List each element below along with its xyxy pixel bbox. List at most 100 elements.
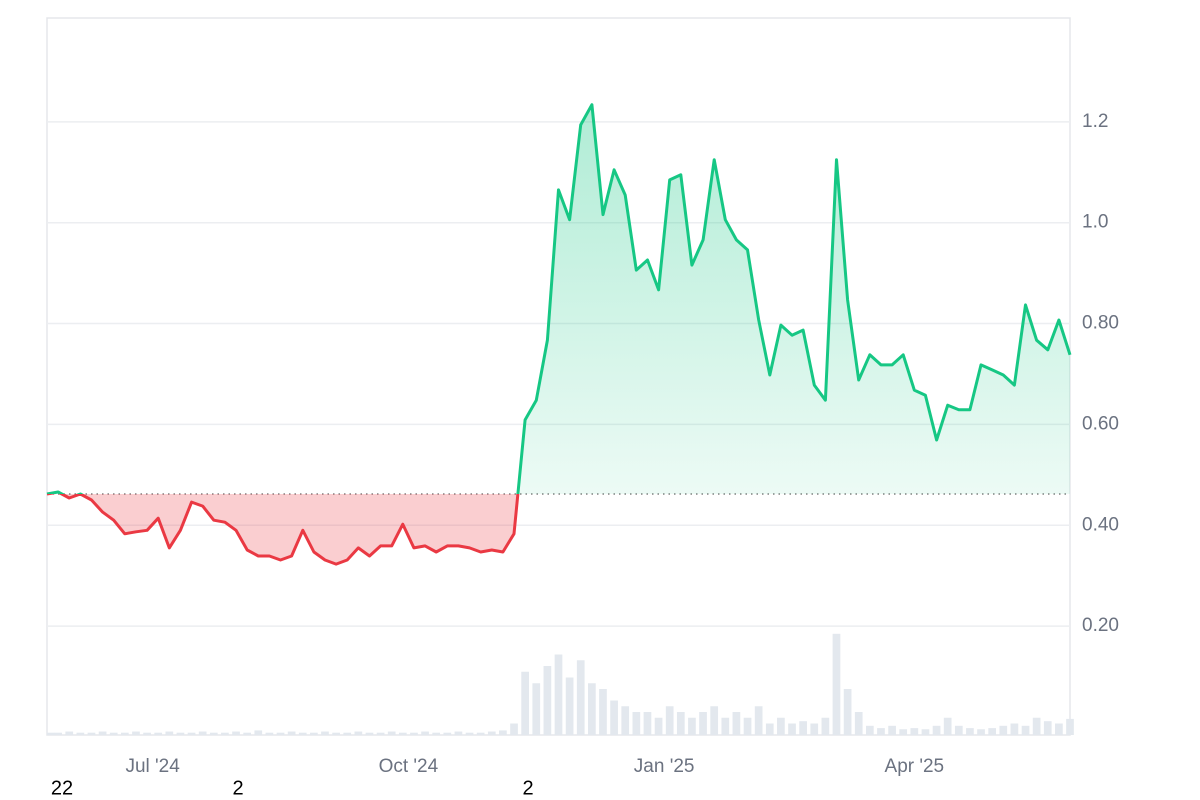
volume-bar	[476, 732, 485, 735]
volume-bar	[1021, 725, 1030, 735]
volume-bar	[521, 671, 529, 735]
volume-bar	[276, 732, 285, 735]
volume-bar	[799, 721, 807, 735]
volume-bar	[321, 731, 329, 735]
volume-bar	[154, 732, 163, 735]
volume-bar	[899, 729, 908, 735]
volume-bar	[54, 732, 62, 735]
volume-bar	[1010, 723, 1019, 735]
volume-bar	[510, 723, 518, 735]
volume-bar	[643, 712, 652, 735]
volume-bar	[499, 730, 507, 735]
y-tick-label: 0.60	[1082, 413, 1119, 434]
volume-bar	[954, 725, 963, 735]
volume-bar	[910, 728, 919, 735]
volume-bar	[265, 732, 274, 735]
volume-bar	[65, 731, 74, 735]
volume-bar	[443, 732, 452, 735]
volume-bar	[788, 723, 796, 735]
volume-bar	[1043, 721, 1052, 735]
volume-bar	[243, 732, 252, 735]
volume-bar	[610, 700, 618, 735]
volume-bar	[87, 732, 96, 735]
y-tick-label: 1.2	[1082, 111, 1108, 132]
volume-bar	[999, 725, 1008, 735]
volume-bar	[98, 731, 107, 735]
y-tick-label: 1.0	[1082, 212, 1108, 233]
volume-bar	[310, 732, 318, 735]
x-tick-label: Jan '25	[634, 756, 695, 777]
volume-bar	[487, 731, 496, 735]
volume-bar	[821, 717, 830, 735]
volume-bar	[543, 666, 552, 735]
volume-bar	[343, 732, 352, 735]
volume-bar	[810, 723, 819, 735]
volume-bar	[988, 728, 997, 735]
volume-bar	[665, 706, 674, 735]
volume-bar	[354, 731, 363, 735]
y-tick-label: 0.40	[1082, 514, 1119, 535]
volume-bar	[765, 723, 774, 735]
volume-bar	[932, 725, 941, 735]
volume-bar	[588, 683, 596, 735]
volume-bar	[376, 732, 385, 735]
y-tick-label: 0.80	[1082, 313, 1119, 334]
volume-bar	[977, 729, 985, 735]
volume-bar	[565, 677, 574, 735]
y-tick-label: 0.20	[1082, 615, 1119, 636]
volume-bar	[532, 683, 541, 735]
volume-bar	[47, 732, 55, 735]
annotation: 22	[51, 777, 73, 799]
volume-bar	[832, 633, 841, 735]
volume-bar	[688, 717, 696, 735]
price-line	[46, 103, 1072, 566]
volume-bar	[710, 706, 719, 735]
volume-bar	[966, 728, 974, 735]
volume-bar	[865, 725, 874, 735]
volume-bar	[843, 689, 852, 735]
volume-bar	[576, 660, 585, 735]
x-tick-label: Apr '25	[885, 756, 945, 777]
volume-bar	[254, 730, 263, 735]
price-area	[47, 104, 1070, 565]
volume-bar	[621, 706, 630, 735]
volume-bar	[699, 712, 707, 735]
x-tick-label: Jul '24	[125, 756, 180, 777]
annotation: 2	[522, 777, 533, 799]
volume-bar	[1032, 717, 1041, 735]
volume-bar	[298, 732, 307, 735]
volume-bar	[387, 731, 396, 735]
volume-bar	[854, 712, 863, 735]
volume-bar	[654, 717, 663, 735]
volume-bar	[454, 731, 463, 735]
volume-bar	[332, 732, 340, 735]
annotation: 2	[232, 777, 243, 799]
volume-bar	[1055, 723, 1063, 735]
volume-bar	[187, 732, 196, 735]
volume-bar	[410, 732, 418, 735]
volume-bar	[165, 731, 174, 735]
x-tick-label: Oct '24	[379, 756, 439, 777]
volume-bar	[465, 732, 474, 735]
volume-bar	[287, 731, 296, 735]
volume-bar	[132, 731, 140, 735]
volume-bar	[632, 712, 641, 735]
volume-bar	[232, 731, 240, 735]
volume-bar	[754, 706, 763, 735]
volume-bar	[109, 732, 118, 735]
volume-bar	[921, 729, 930, 735]
volume-bar	[209, 732, 218, 735]
volume-bar	[943, 717, 952, 735]
volume-bar	[365, 732, 374, 735]
volume-bar	[198, 731, 207, 735]
volume-bar	[120, 732, 129, 735]
volume-bar	[398, 732, 407, 735]
volume-bar	[777, 717, 785, 735]
volume-bar	[432, 732, 441, 735]
volume-bar	[676, 712, 685, 735]
volume-bar	[221, 732, 229, 735]
volume-bar	[721, 717, 730, 735]
volume-bar	[1066, 718, 1074, 735]
volume-bar	[743, 717, 752, 735]
